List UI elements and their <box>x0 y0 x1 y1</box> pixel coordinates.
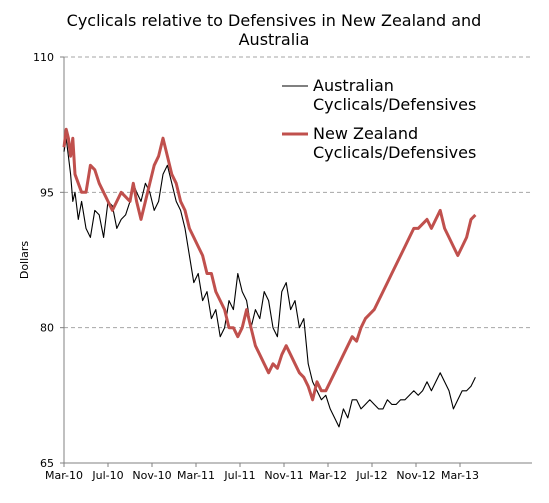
series-line-australia <box>63 137 476 428</box>
y-tick-label-110: 110 <box>33 51 54 64</box>
x-tick-label-Nov-12: Nov-12 <box>396 469 435 482</box>
title-line-1: Cyclicals relative to Defensives in New … <box>67 11 482 30</box>
y-tick-label-95: 95 <box>40 186 54 199</box>
y-axis-label: Dollars <box>18 241 31 280</box>
y-tick-label-65: 65 <box>40 457 54 470</box>
title-line-2: Australia <box>239 30 310 49</box>
x-tick-label-Nov-10: Nov-10 <box>132 469 171 482</box>
y-axis-title: Dollars <box>18 241 31 280</box>
x-tick-label-Jul-10: Jul-10 <box>91 469 123 482</box>
x-tick-label-Jul-12: Jul-12 <box>355 469 387 482</box>
legend-label-australia-2: Cyclicals/Defensives <box>313 95 476 114</box>
legend-label-australia-1: Australian <box>313 76 394 95</box>
x-tick-label-Mar-13: Mar-13 <box>441 469 479 482</box>
x-tick-label-Nov-11: Nov-11 <box>264 469 303 482</box>
x-tick-labels: Mar-10 Jul-10 Nov-10 Mar-11 Jul-11 Nov-11 Mar-… <box>45 463 479 482</box>
x-tick-label-Mar-12: Mar-12 <box>309 469 347 482</box>
x-tick-label-Mar-11: Mar-11 <box>177 469 215 482</box>
series-line-new_zealand <box>62 127 477 402</box>
gridlines <box>64 56 532 329</box>
y-tick-label-80: 80 <box>40 322 54 335</box>
series-lines <box>62 127 477 428</box>
y-tick-labels: 65 80 95 110 <box>33 51 64 470</box>
x-tick-label-Mar-10: Mar-10 <box>45 469 83 482</box>
legend-label-new_zealand-2: Cyclicals/Defensives <box>313 143 476 162</box>
chart-title: Cyclicals relative to Defensives in New … <box>67 11 482 49</box>
x-tick-label-Jul-11: Jul-11 <box>223 469 255 482</box>
legend-label-new_zealand-1: New Zealand <box>313 124 418 143</box>
axes <box>63 57 532 464</box>
